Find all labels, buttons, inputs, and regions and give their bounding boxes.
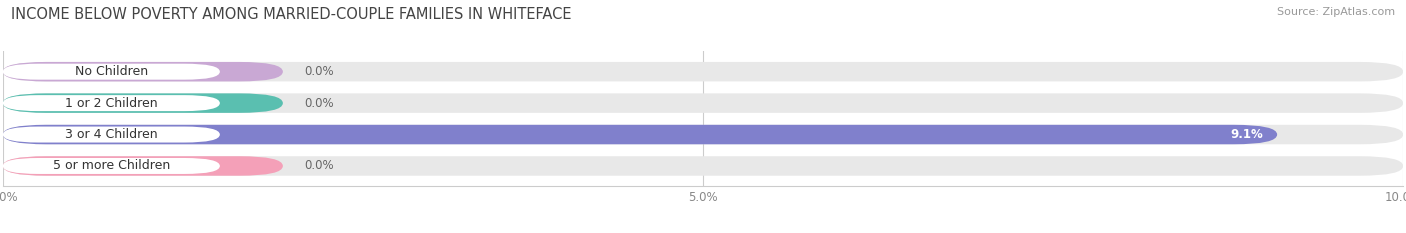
Text: 0.0%: 0.0% [304, 97, 333, 110]
FancyBboxPatch shape [3, 93, 1403, 113]
FancyBboxPatch shape [3, 93, 283, 113]
Text: 0.0%: 0.0% [304, 159, 333, 172]
Text: No Children: No Children [75, 65, 148, 78]
Text: Source: ZipAtlas.com: Source: ZipAtlas.com [1277, 7, 1395, 17]
FancyBboxPatch shape [3, 95, 219, 111]
Text: 9.1%: 9.1% [1230, 128, 1263, 141]
Text: 5 or more Children: 5 or more Children [52, 159, 170, 172]
FancyBboxPatch shape [3, 62, 1403, 81]
FancyBboxPatch shape [3, 156, 283, 176]
FancyBboxPatch shape [3, 158, 219, 174]
Text: INCOME BELOW POVERTY AMONG MARRIED-COUPLE FAMILIES IN WHITEFACE: INCOME BELOW POVERTY AMONG MARRIED-COUPL… [11, 7, 572, 22]
FancyBboxPatch shape [3, 156, 1403, 176]
FancyBboxPatch shape [3, 127, 219, 143]
Text: 3 or 4 Children: 3 or 4 Children [65, 128, 157, 141]
FancyBboxPatch shape [3, 62, 283, 81]
FancyBboxPatch shape [3, 125, 1277, 144]
Text: 1 or 2 Children: 1 or 2 Children [65, 97, 157, 110]
FancyBboxPatch shape [3, 125, 1403, 144]
FancyBboxPatch shape [3, 64, 219, 80]
Text: 0.0%: 0.0% [304, 65, 333, 78]
